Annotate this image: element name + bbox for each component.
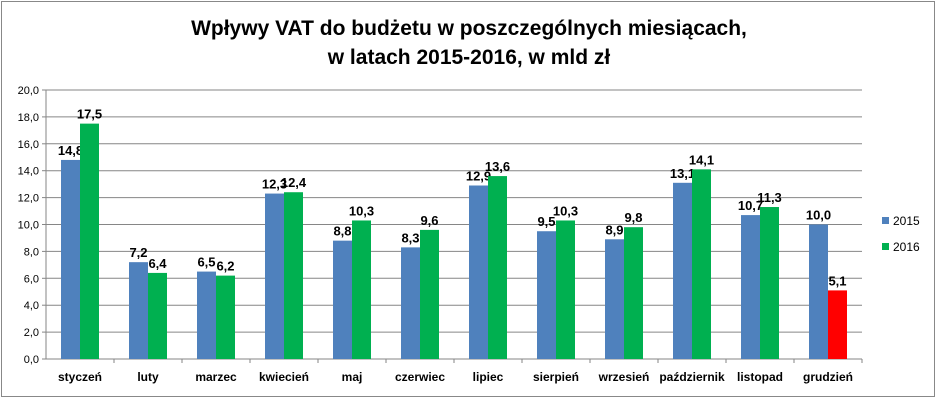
data-label-2015: 14,8 <box>58 143 83 158</box>
data-label-2015: 8,8 <box>333 224 351 239</box>
category-label: sierpień <box>533 370 579 384</box>
bar-2016 <box>828 290 847 359</box>
y-tick-label: 14,0 <box>18 166 39 178</box>
y-tick-label: 0,0 <box>24 354 39 366</box>
data-label-2015: 6,5 <box>197 255 215 270</box>
bar-2016 <box>284 192 303 359</box>
data-label-2015: 13,1 <box>670 166 695 181</box>
data-label-2015: 10,7 <box>738 198 763 213</box>
data-label-2016: 17,5 <box>77 107 102 122</box>
data-label-2016: 6,2 <box>216 259 234 274</box>
bar-2015 <box>809 224 828 359</box>
y-tick-label: 10,0 <box>18 220 39 232</box>
y-tick-label: 12,0 <box>18 193 39 205</box>
bar-2015 <box>265 193 284 359</box>
bar-2015 <box>469 185 488 359</box>
category-label: czerwiec <box>395 370 445 384</box>
category-label: marzec <box>195 370 237 384</box>
category-label: lipiec <box>473 370 504 384</box>
data-label-2015: 9,5 <box>537 214 555 229</box>
category-label: maj <box>342 370 363 384</box>
bar-2016 <box>760 207 779 359</box>
bar-2015 <box>741 215 760 359</box>
data-label-2016: 11,3 <box>757 190 782 205</box>
data-label-2016: 12,4 <box>281 175 307 190</box>
category-label: listopad <box>737 370 783 384</box>
y-tick-label: 2,0 <box>24 327 39 339</box>
bar-2016 <box>352 220 371 359</box>
bar-2016 <box>624 227 643 359</box>
data-label-2015: 12,9 <box>466 168 491 183</box>
category-label: grudzień <box>803 370 853 384</box>
bar-2016 <box>692 169 711 359</box>
data-label-2016: 9,8 <box>624 210 642 225</box>
legend-label-2016: 2016 <box>893 240 920 254</box>
data-label-2016: 13,6 <box>485 159 510 174</box>
bar-2015 <box>197 271 216 359</box>
data-label-2015: 8,9 <box>605 222 623 237</box>
legend-swatch-2015 <box>882 217 889 224</box>
category-label: październik <box>659 370 725 384</box>
bar-2015 <box>61 159 80 359</box>
y-tick-label: 4,0 <box>24 300 39 312</box>
category-label: luty <box>137 370 159 384</box>
bar-2015 <box>333 240 352 359</box>
bar-2016 <box>488 176 507 359</box>
data-label-2016: 10,3 <box>349 203 374 218</box>
data-label-2016: 14,1 <box>689 152 714 167</box>
data-label-2015: 12,3 <box>262 177 287 192</box>
category-label: wrzesień <box>598 370 650 384</box>
bar-2016 <box>556 220 575 359</box>
y-tick-label: 6,0 <box>24 273 39 285</box>
category-label: kwiecień <box>259 370 309 384</box>
chart-title-line-1: Wpływy VAT do budżetu w poszczególnych m… <box>191 17 747 40</box>
y-tick-label: 8,0 <box>24 246 39 258</box>
y-tick-label: 18,0 <box>18 112 39 124</box>
category-label: styczeń <box>58 370 102 384</box>
data-label-2016: 10,3 <box>553 203 578 218</box>
data-label-2015: 8,3 <box>401 230 419 245</box>
data-label-2016: 9,6 <box>420 213 438 228</box>
legend-label-2015: 2015 <box>893 214 920 228</box>
data-label-2016: 6,4 <box>148 256 167 271</box>
data-label-2015: 10,0 <box>806 208 831 223</box>
legend-swatch-2016 <box>882 243 889 250</box>
bar-2015 <box>673 182 692 359</box>
y-tick-label: 20,0 <box>18 85 39 97</box>
bar-2015 <box>129 262 148 359</box>
bar-2015 <box>537 231 556 359</box>
data-label-2015: 7,2 <box>129 245 147 260</box>
chart-title-line-2: w latach 2015-2016, w mld zł <box>327 46 611 69</box>
y-tick-label: 16,0 <box>18 139 39 151</box>
bar-2015 <box>605 239 624 359</box>
bar-2016 <box>148 272 167 359</box>
bar-2015 <box>401 247 420 359</box>
bar-2016 <box>80 123 99 359</box>
bar-2016 <box>420 229 439 359</box>
data-label-2016: 5,1 <box>828 273 846 288</box>
bar-2016 <box>216 275 235 359</box>
chart-title: Wpływy VAT do budżetu w poszczególnych m… <box>0 14 938 72</box>
